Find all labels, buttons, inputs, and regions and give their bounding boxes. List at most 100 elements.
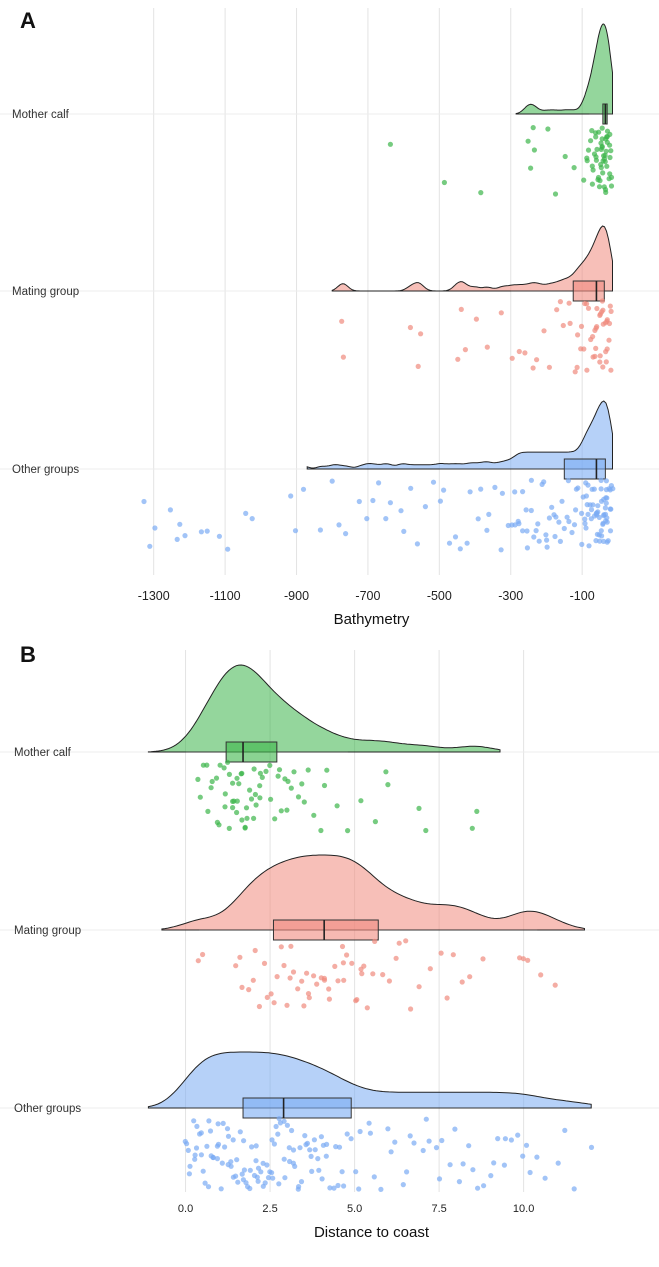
data-point <box>186 1171 192 1177</box>
data-point <box>599 533 605 539</box>
data-point <box>560 322 566 329</box>
data-point <box>474 808 480 815</box>
data-point <box>354 997 360 1003</box>
data-point <box>606 176 612 182</box>
data-point <box>598 477 604 483</box>
data-point <box>307 1147 313 1153</box>
data-point <box>534 357 540 363</box>
data-point <box>574 364 580 370</box>
data-point <box>607 303 613 309</box>
data-point <box>584 301 590 307</box>
data-point <box>184 1141 190 1147</box>
data-point <box>582 516 588 522</box>
x-axis-title: Distance to coast <box>314 1224 430 1241</box>
data-point <box>222 1144 228 1150</box>
data-point <box>269 1137 275 1143</box>
boxplot-box <box>563 458 606 480</box>
data-point <box>603 359 609 365</box>
data-point <box>524 545 531 551</box>
data-point <box>241 1167 247 1173</box>
data-point <box>311 1137 317 1143</box>
data-point <box>383 516 389 522</box>
data-point <box>278 944 284 950</box>
data-point <box>480 956 486 962</box>
x-tick-label: 0.0 <box>178 1203 193 1215</box>
data-point <box>466 1143 472 1149</box>
data-point <box>285 778 291 785</box>
data-point <box>318 827 324 834</box>
data-point <box>269 1170 275 1176</box>
data-point <box>353 1169 359 1175</box>
data-point <box>520 528 526 534</box>
boxplot-box <box>225 741 278 763</box>
data-point <box>249 1144 255 1150</box>
data-point <box>396 940 402 946</box>
data-point <box>220 1120 226 1126</box>
data-point <box>233 963 239 969</box>
data-point <box>167 507 173 513</box>
data-point <box>239 817 245 823</box>
data-point <box>336 1144 343 1150</box>
panel-b: B 0.0 2.5 5.0 7.5 10.0 Distance to coast Mother… <box>0 642 659 1241</box>
data-point <box>533 528 539 534</box>
data-point <box>606 337 612 343</box>
data-point <box>239 984 245 991</box>
data-point <box>244 815 250 821</box>
data-point <box>554 307 560 313</box>
data-point <box>376 480 382 486</box>
data-point <box>531 534 537 540</box>
data-point <box>608 367 614 373</box>
data-point <box>460 1161 466 1167</box>
data-point <box>198 529 204 535</box>
data-point <box>598 161 604 168</box>
data-point <box>599 309 605 315</box>
data-point <box>546 515 553 521</box>
data-point <box>340 354 346 360</box>
data-point <box>311 812 317 818</box>
data-point <box>372 938 378 945</box>
data-point <box>209 778 215 785</box>
data-point <box>276 1116 282 1122</box>
data-point <box>276 767 283 773</box>
data-point <box>603 136 609 142</box>
data-point <box>321 975 327 982</box>
data-point <box>422 504 428 510</box>
data-point <box>217 762 223 768</box>
boxplot-box <box>272 919 379 941</box>
data-point <box>253 1143 259 1149</box>
data-point <box>404 1169 410 1175</box>
data-point <box>608 506 614 512</box>
data-point <box>284 807 290 813</box>
data-point <box>531 147 538 153</box>
data-point <box>586 543 592 549</box>
data-point <box>446 540 453 546</box>
x-tick-label: 7.5 <box>431 1203 446 1215</box>
data-point <box>478 486 484 492</box>
data-point <box>441 179 447 186</box>
data-point <box>596 184 603 190</box>
data-point <box>581 346 587 352</box>
data-point <box>569 529 575 536</box>
data-point <box>370 497 376 504</box>
data-point <box>241 1138 247 1144</box>
data-point <box>218 1186 224 1192</box>
data-point <box>345 828 351 834</box>
data-point <box>478 190 484 196</box>
data-point <box>225 759 231 765</box>
data-point <box>571 522 578 528</box>
data-point <box>306 995 312 1001</box>
data-point <box>286 1145 292 1151</box>
group-label: Other groups <box>14 1103 81 1115</box>
data-point <box>281 1156 287 1162</box>
data-point <box>275 1131 281 1137</box>
data-point <box>349 960 355 966</box>
data-point <box>492 484 498 490</box>
data-point <box>426 1138 432 1144</box>
data-point <box>603 478 610 484</box>
data-point <box>343 531 349 537</box>
data-point <box>441 487 447 493</box>
data-point <box>544 544 550 550</box>
data-point <box>524 528 530 534</box>
data-point <box>198 1130 204 1136</box>
data-point <box>520 956 527 962</box>
